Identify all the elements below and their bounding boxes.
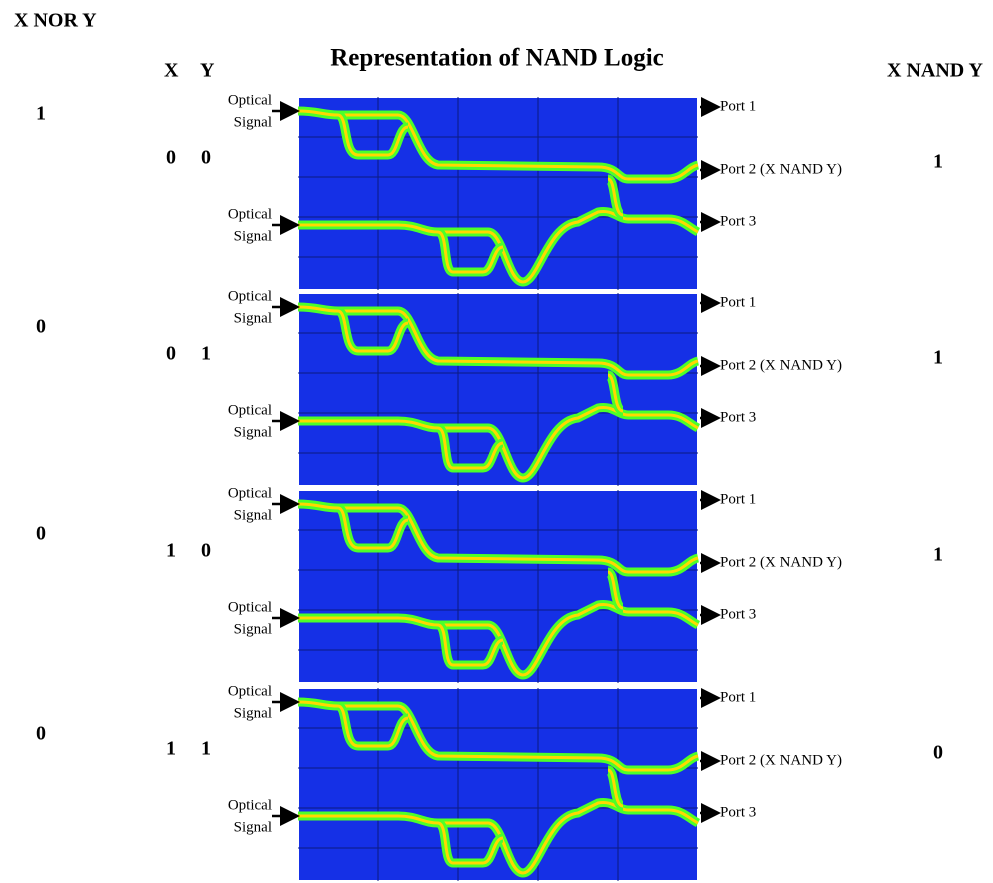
waveguide-core: [437, 821, 504, 865]
waveguide-core: [298, 209, 699, 284]
port-label: Port 3: [720, 213, 756, 229]
nand-value: 1: [933, 347, 943, 369]
nand-value: 1: [933, 151, 943, 173]
x-value: 1: [166, 738, 176, 760]
waveguide-core: [437, 230, 504, 274]
port-label: Port 1: [720, 689, 756, 705]
port-label: Port 1: [720, 294, 756, 310]
waveguide-core: [437, 426, 504, 470]
input-label: Signal: [234, 507, 272, 523]
nand-header: X NAND Y: [887, 60, 983, 82]
rows: 1 0 0 1 Optical Signal Optical Signal Port 1 Port…: [36, 92, 943, 882]
input-label: Optical: [228, 206, 272, 222]
waveguide-core: [298, 405, 699, 480]
y-value: 1: [201, 343, 211, 365]
simulation-panel: [297, 96, 699, 291]
waveguide-core: [337, 704, 409, 748]
x-value: 0: [166, 343, 176, 365]
port-label: Port 2 (X NAND Y): [720, 161, 842, 177]
port-label: Port 3: [720, 804, 756, 820]
simulation-panel: [297, 489, 699, 684]
port-label: Port 2 (X NAND Y): [720, 554, 842, 570]
waveguide-core: [607, 373, 624, 413]
input-label: Signal: [234, 705, 272, 721]
y-value: 0: [201, 540, 211, 562]
port-label: Port 1: [720, 491, 756, 507]
input-label: Optical: [228, 92, 272, 108]
nand-value: 1: [933, 544, 943, 566]
waveguides: [297, 499, 701, 680]
input-label: Signal: [234, 819, 272, 835]
input-label: Optical: [228, 485, 272, 501]
xnor-value: 1: [36, 103, 46, 125]
waveguide-core: [297, 305, 699, 377]
waveguide-core: [337, 113, 409, 157]
waveguides: [297, 302, 701, 483]
simulation-panel: [297, 292, 699, 487]
input-label: Signal: [234, 310, 272, 326]
port-label: Port 1: [720, 98, 756, 114]
waveguide-core: [607, 177, 624, 217]
waveguide-core: [337, 506, 409, 550]
input-label: Optical: [228, 288, 272, 304]
input-label: Signal: [234, 114, 272, 130]
input-label: Optical: [228, 683, 272, 699]
row: 0 1 1 0 Optical Signal Optical Signal Port 1 Port…: [36, 683, 943, 882]
y-value: 0: [201, 147, 211, 169]
title: Representation of NAND Logic: [330, 45, 664, 72]
waveguide-core: [297, 700, 699, 772]
simulation-panel: [297, 687, 699, 882]
waveguide-core: [337, 309, 409, 353]
x-value: 1: [166, 540, 176, 562]
port-label: Port 3: [720, 409, 756, 425]
input-label: Signal: [234, 424, 272, 440]
input-label: Optical: [228, 797, 272, 813]
waveguide-core: [607, 570, 624, 610]
waveguide-core: [297, 109, 699, 181]
waveguide-core: [298, 800, 699, 875]
input-label: Signal: [234, 621, 272, 637]
input-label: Signal: [234, 228, 272, 244]
waveguide-core: [298, 602, 699, 677]
waveguide-core: [607, 768, 624, 808]
y-header: Y: [200, 60, 215, 82]
x-header: X: [164, 60, 179, 82]
waveguide-core: [297, 502, 699, 574]
waveguides: [297, 106, 701, 287]
xnor-value: 0: [36, 523, 46, 545]
row: 1 0 0 1 Optical Signal Optical Signal Port 1 Port…: [36, 92, 943, 291]
port-label: Port 2 (X NAND Y): [720, 357, 842, 373]
xnor-value: 0: [36, 316, 46, 338]
input-label: Optical: [228, 599, 272, 615]
row: 0 0 1 1 Optical Signal Optical Signal Port 1 Port…: [36, 288, 943, 487]
waveguides: [297, 697, 701, 878]
waveguide-core: [437, 623, 504, 667]
port-label: Port 2 (X NAND Y): [720, 752, 842, 768]
xnor-value: 0: [36, 723, 46, 745]
y-value: 1: [201, 738, 211, 760]
nand-value: 0: [933, 742, 943, 764]
x-value: 0: [166, 147, 176, 169]
input-label: Optical: [228, 402, 272, 418]
port-label: Port 3: [720, 606, 756, 622]
row: 0 1 0 1 Optical Signal Optical Signal Port 1 Port…: [36, 485, 943, 684]
xnor-header: X NOR Y: [14, 10, 97, 32]
